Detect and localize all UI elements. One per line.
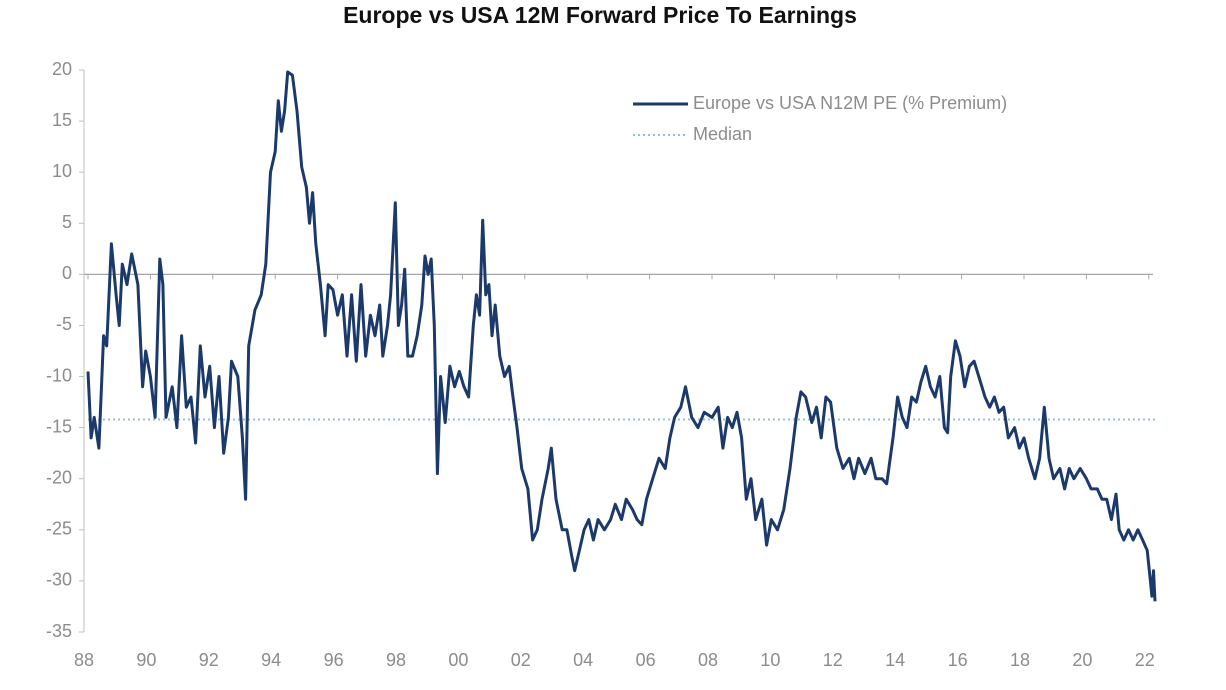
x-tick-label: 06 [636, 650, 656, 670]
x-tick-label: 18 [1010, 650, 1030, 670]
x-tick-label: 88 [74, 650, 94, 670]
x-tick-label: 20 [1072, 650, 1092, 670]
y-tick-label: 10 [52, 161, 72, 181]
x-tick-label: 02 [511, 650, 531, 670]
legend-label: Europe vs USA N12M PE (% Premium) [693, 93, 1007, 113]
y-tick-label: -30 [46, 570, 72, 590]
y-tick-label: -35 [46, 621, 72, 641]
series-line [86, 70, 1157, 602]
y-tick-label: 0 [62, 263, 72, 283]
x-tick-label: 00 [448, 650, 468, 670]
y-tick-label: 5 [62, 212, 72, 232]
x-tick-label: 22 [1135, 650, 1155, 670]
y-tick-label: -15 [46, 416, 72, 436]
x-tick-label: 14 [885, 650, 905, 670]
x-tick-label: 12 [823, 650, 843, 670]
x-tick-label: 92 [199, 650, 219, 670]
x-tick-label: 10 [760, 650, 780, 670]
y-tick-label: -20 [46, 467, 72, 487]
x-tick-label: 90 [136, 650, 156, 670]
x-tick-label: 98 [386, 650, 406, 670]
y-tick-label: -25 [46, 519, 72, 539]
x-tick-label: 08 [698, 650, 718, 670]
x-tick-label: 96 [324, 650, 344, 670]
y-tick-label: -5 [56, 314, 72, 334]
legend-label: Median [693, 124, 752, 144]
chart-title: Europe vs USA 12M Forward Price To Earni… [343, 2, 857, 28]
y-tick-label: 20 [52, 59, 72, 79]
y-tick-label: 15 [52, 110, 72, 130]
x-tick-label: 04 [573, 650, 593, 670]
x-tick-label: 94 [261, 650, 281, 670]
y-tick-label: -10 [46, 365, 72, 385]
x-tick-label: 16 [948, 650, 968, 670]
